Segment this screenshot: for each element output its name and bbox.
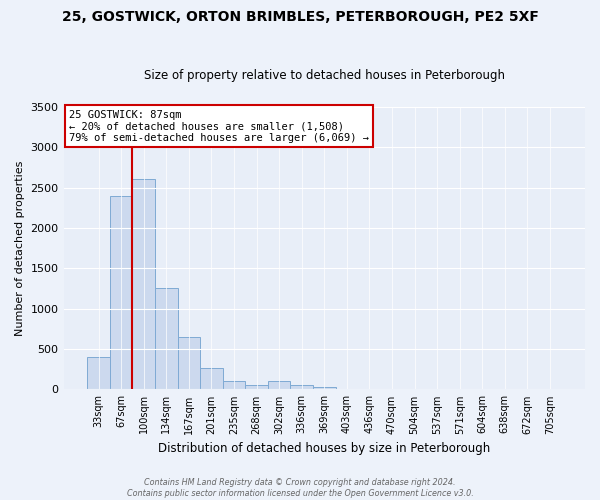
Bar — [178, 337, 200, 390]
Title: Size of property relative to detached houses in Peterborough: Size of property relative to detached ho… — [144, 69, 505, 82]
Bar — [87, 357, 110, 390]
Bar — [223, 382, 245, 390]
Bar — [290, 386, 313, 390]
Bar — [200, 368, 223, 390]
X-axis label: Distribution of detached houses by size in Peterborough: Distribution of detached houses by size … — [158, 442, 490, 455]
Text: Contains HM Land Registry data © Crown copyright and database right 2024.
Contai: Contains HM Land Registry data © Crown c… — [127, 478, 473, 498]
Bar — [110, 196, 133, 390]
Bar — [133, 180, 155, 390]
Y-axis label: Number of detached properties: Number of detached properties — [15, 160, 25, 336]
Bar — [268, 380, 290, 390]
Text: 25 GOSTWICK: 87sqm
← 20% of detached houses are smaller (1,508)
79% of semi-deta: 25 GOSTWICK: 87sqm ← 20% of detached hou… — [69, 110, 369, 143]
Text: 25, GOSTWICK, ORTON BRIMBLES, PETERBOROUGH, PE2 5XF: 25, GOSTWICK, ORTON BRIMBLES, PETERBOROU… — [62, 10, 538, 24]
Bar — [155, 288, 178, 390]
Bar — [245, 386, 268, 390]
Bar — [313, 387, 335, 390]
